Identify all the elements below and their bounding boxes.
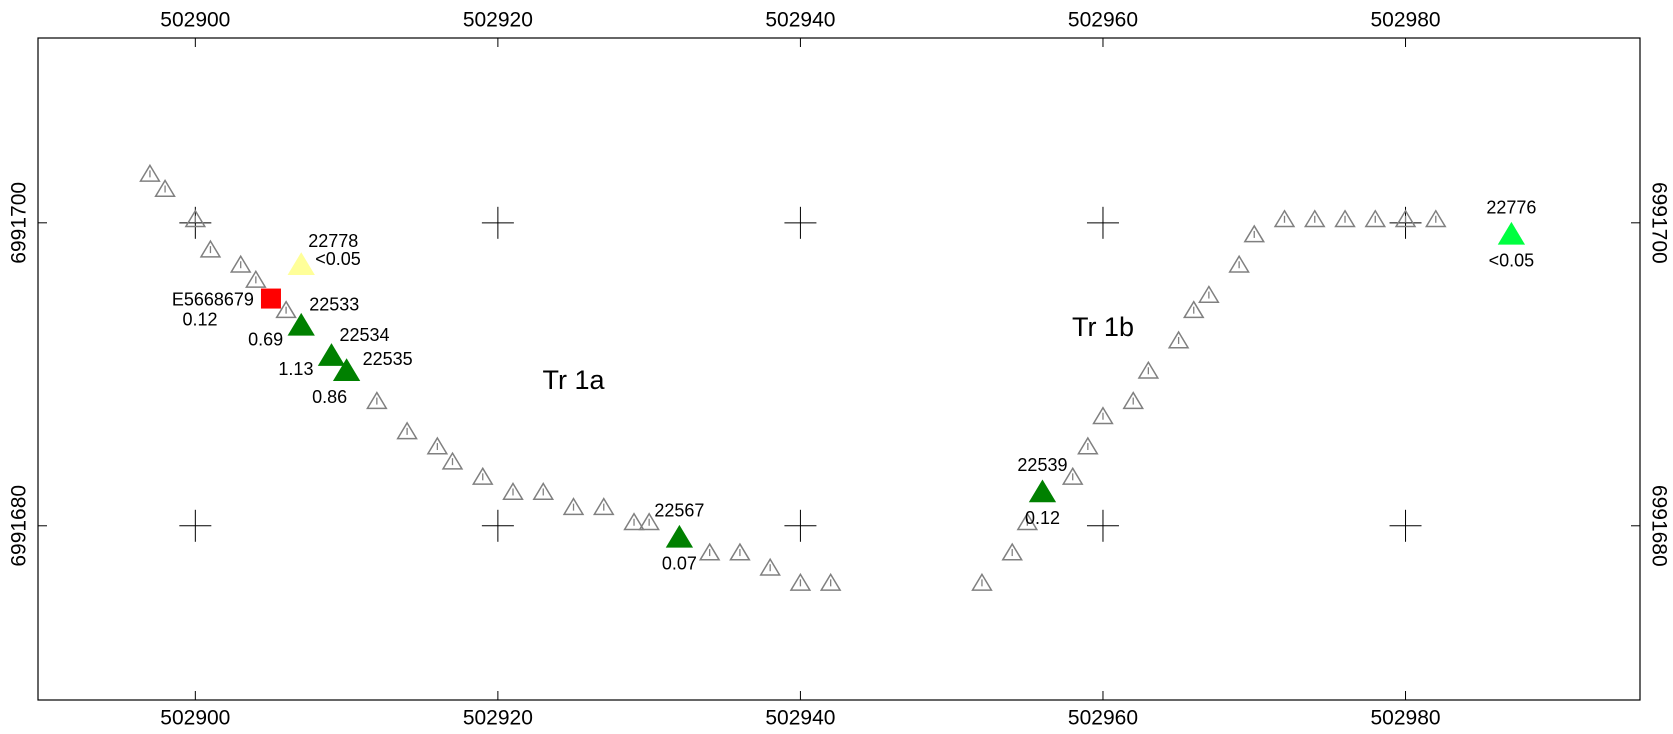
station bbox=[199, 239, 222, 258]
station bbox=[139, 163, 161, 182]
station bbox=[275, 300, 297, 319]
station bbox=[729, 542, 751, 561]
x-tick-label-top: 502960 bbox=[1068, 9, 1138, 32]
sample-marker bbox=[260, 288, 281, 309]
station bbox=[502, 482, 524, 500]
sample-marker bbox=[332, 358, 361, 382]
y-tick-label: 6991680 bbox=[8, 485, 31, 567]
station bbox=[1167, 330, 1190, 349]
x-tick-label-top: 502900 bbox=[160, 9, 230, 32]
y-tick-label-right: 6991700 bbox=[1647, 182, 1670, 264]
station bbox=[819, 572, 842, 591]
sample-marker bbox=[287, 252, 315, 275]
station bbox=[1273, 209, 1296, 228]
station bbox=[245, 269, 267, 288]
sample-marker bbox=[287, 312, 315, 336]
sample-grade: <0.05 bbox=[315, 249, 361, 269]
sample-id: 22535 bbox=[363, 349, 413, 369]
sample-marker bbox=[665, 524, 694, 548]
sample-grade: <0.05 bbox=[1489, 251, 1535, 271]
sample-grade: 0.12 bbox=[182, 309, 217, 329]
sample-grade: 1.13 bbox=[278, 359, 313, 379]
x-tick-label: 502920 bbox=[463, 707, 533, 730]
station bbox=[426, 436, 449, 455]
station bbox=[1243, 224, 1266, 243]
station bbox=[1137, 360, 1160, 379]
x-tick-label: 502900 bbox=[160, 707, 230, 730]
station bbox=[1228, 254, 1250, 273]
station bbox=[184, 209, 207, 228]
sample-id: 22776 bbox=[1486, 198, 1536, 218]
station bbox=[638, 512, 660, 531]
station bbox=[1001, 542, 1023, 561]
sample-grade: 0.86 bbox=[312, 387, 347, 407]
x-tick-label: 502960 bbox=[1068, 707, 1138, 730]
station bbox=[1198, 285, 1220, 304]
y-tick-label-right: 6991680 bbox=[1647, 485, 1670, 567]
sample-id: 22539 bbox=[1017, 455, 1067, 475]
y-tick-label: 6991700 bbox=[8, 182, 31, 264]
station bbox=[789, 572, 812, 591]
station bbox=[366, 391, 388, 410]
sample-grade: 0.69 bbox=[248, 330, 283, 350]
station bbox=[1061, 466, 1084, 485]
station bbox=[1334, 209, 1356, 228]
station bbox=[698, 542, 721, 561]
x-tick-label-top: 502980 bbox=[1370, 9, 1440, 32]
sample-id: E5668679 bbox=[172, 289, 254, 309]
sample-marker bbox=[1497, 221, 1526, 245]
station bbox=[532, 482, 555, 500]
station bbox=[396, 421, 418, 440]
trench-label: Tr 1a bbox=[543, 365, 606, 395]
station bbox=[154, 179, 176, 197]
trench-label: Tr 1b bbox=[1072, 312, 1134, 342]
station bbox=[1016, 512, 1039, 531]
station bbox=[1394, 209, 1417, 228]
station bbox=[759, 557, 781, 576]
station bbox=[1092, 406, 1114, 425]
sample-marker bbox=[1028, 479, 1057, 503]
sample-id: 22534 bbox=[339, 325, 389, 345]
station bbox=[1077, 436, 1099, 455]
x-tick-label: 502980 bbox=[1370, 707, 1440, 730]
station bbox=[592, 497, 615, 516]
station bbox=[1182, 300, 1205, 319]
sample-marker bbox=[317, 343, 346, 366]
station bbox=[1425, 209, 1447, 228]
sample-grade: 0.07 bbox=[662, 554, 697, 574]
station bbox=[471, 466, 494, 485]
x-tick-label: 502940 bbox=[765, 707, 835, 730]
station bbox=[1364, 209, 1387, 228]
sample-id: 22778 bbox=[308, 231, 358, 251]
x-tick-label-top: 502920 bbox=[463, 9, 533, 32]
station bbox=[971, 572, 993, 591]
sample-id: 22567 bbox=[654, 501, 704, 521]
station bbox=[562, 497, 585, 516]
sample-grade: 0.12 bbox=[1025, 508, 1060, 528]
frame bbox=[37, 37, 1641, 701]
sample-id: 22533 bbox=[309, 295, 359, 315]
station bbox=[229, 254, 252, 273]
station bbox=[1122, 391, 1145, 410]
station bbox=[1303, 209, 1326, 228]
station bbox=[623, 512, 645, 531]
x-tick-label-top: 502940 bbox=[765, 9, 835, 32]
station bbox=[441, 451, 464, 470]
